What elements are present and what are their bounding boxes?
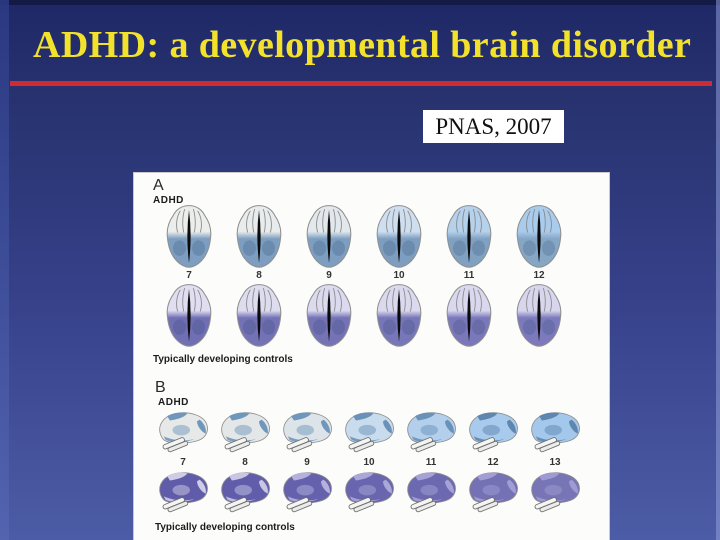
- sagittal-brain-image: [407, 412, 456, 453]
- panel-a-adhd-group-label: ADHD: [153, 195, 184, 206]
- sagittal-brain-image: [159, 412, 208, 453]
- age-label: 12: [487, 457, 499, 468]
- axial-brain-image: [236, 284, 282, 347]
- brain-cell: [154, 203, 224, 269]
- sagittal-brain-image: [531, 412, 580, 453]
- brain-cell: [294, 282, 364, 348]
- panel-b-label: B: [155, 379, 166, 396]
- panel-a-controls-label: Typically developing controls: [153, 354, 293, 365]
- slide-left-border: [0, 0, 9, 540]
- sagittal-brain-image: [221, 412, 270, 453]
- panel-a-controls-brain-row: [154, 282, 574, 348]
- axial-brain-image: [446, 284, 492, 347]
- brain-cell: [504, 282, 574, 348]
- sagittal-brain-image: [345, 412, 394, 453]
- axial-brain-image: [516, 205, 562, 268]
- axial-brain-image: [516, 284, 562, 347]
- age-label: 8: [256, 270, 262, 281]
- brain-cell: [400, 469, 462, 513]
- age-label: 7: [186, 270, 192, 281]
- axial-brain-image: [376, 205, 422, 268]
- title-divider-line: [10, 81, 712, 86]
- sagittal-brain-image: [221, 472, 270, 513]
- brain-cell: [214, 469, 276, 513]
- age-label: 7: [180, 457, 186, 468]
- axial-brain-image: [236, 205, 282, 268]
- brain-cell: [214, 409, 276, 453]
- brain-cell: [364, 203, 434, 269]
- panel-b-age-axis: 7 8 9 10 11 12 13: [152, 457, 586, 468]
- sagittal-brain-image: [531, 472, 580, 513]
- brain-cell: [152, 409, 214, 453]
- brain-cell: [224, 282, 294, 348]
- brain-cell: [524, 469, 586, 513]
- panel-b-adhd-brain-row: [152, 409, 586, 453]
- age-label: 11: [463, 270, 475, 281]
- axial-brain-image: [306, 205, 352, 268]
- panel-a-age-axis: 7 8 9 10 11 12: [154, 270, 574, 281]
- brain-cell: [338, 409, 400, 453]
- brain-figure-panel: A ADHD: [133, 172, 610, 540]
- brain-cell: [224, 203, 294, 269]
- brain-cell: [152, 469, 214, 513]
- axial-brain-image: [166, 284, 212, 347]
- brain-cell: [364, 282, 434, 348]
- brain-cell: [434, 203, 504, 269]
- age-label: 10: [363, 457, 375, 468]
- age-label: 12: [533, 270, 545, 281]
- axial-brain-image: [446, 205, 492, 268]
- sagittal-brain-image: [407, 472, 456, 513]
- axial-brain-image: [306, 284, 352, 347]
- brain-cell: [276, 469, 338, 513]
- brain-cell: [462, 409, 524, 453]
- age-label: 13: [549, 457, 561, 468]
- sagittal-brain-image: [469, 412, 518, 453]
- sagittal-brain-image: [469, 472, 518, 513]
- slide-top-border: [0, 0, 720, 5]
- brain-cell: [294, 203, 364, 269]
- panel-b-controls-brain-row: [152, 469, 586, 513]
- sagittal-brain-image: [283, 472, 332, 513]
- panel-a-adhd-brain-row: [154, 203, 574, 269]
- brain-cell: [338, 469, 400, 513]
- citation-box: PNAS, 2007: [423, 110, 564, 143]
- sagittal-brain-image: [345, 472, 394, 513]
- panel-b-controls-label: Typically developing controls: [155, 522, 295, 533]
- age-label: 9: [304, 457, 310, 468]
- slide-right-border: [716, 0, 720, 540]
- brain-cell: [462, 469, 524, 513]
- age-label: 10: [393, 270, 405, 281]
- age-label: 8: [242, 457, 248, 468]
- axial-brain-image: [166, 205, 212, 268]
- panel-a-label: A: [153, 177, 164, 194]
- slide-title: ADHD: a developmental brain disorder: [33, 24, 692, 66]
- panel-b-adhd-group-label: ADHD: [158, 397, 189, 408]
- brain-cell: [524, 409, 586, 453]
- brain-cell: [276, 409, 338, 453]
- brain-cell: [434, 282, 504, 348]
- age-label: 11: [425, 457, 437, 468]
- brain-cell: [504, 203, 574, 269]
- axial-brain-image: [376, 284, 422, 347]
- sagittal-brain-image: [159, 472, 208, 513]
- sagittal-brain-image: [283, 412, 332, 453]
- age-label: 9: [326, 270, 332, 281]
- brain-cell: [400, 409, 462, 453]
- brain-cell: [154, 282, 224, 348]
